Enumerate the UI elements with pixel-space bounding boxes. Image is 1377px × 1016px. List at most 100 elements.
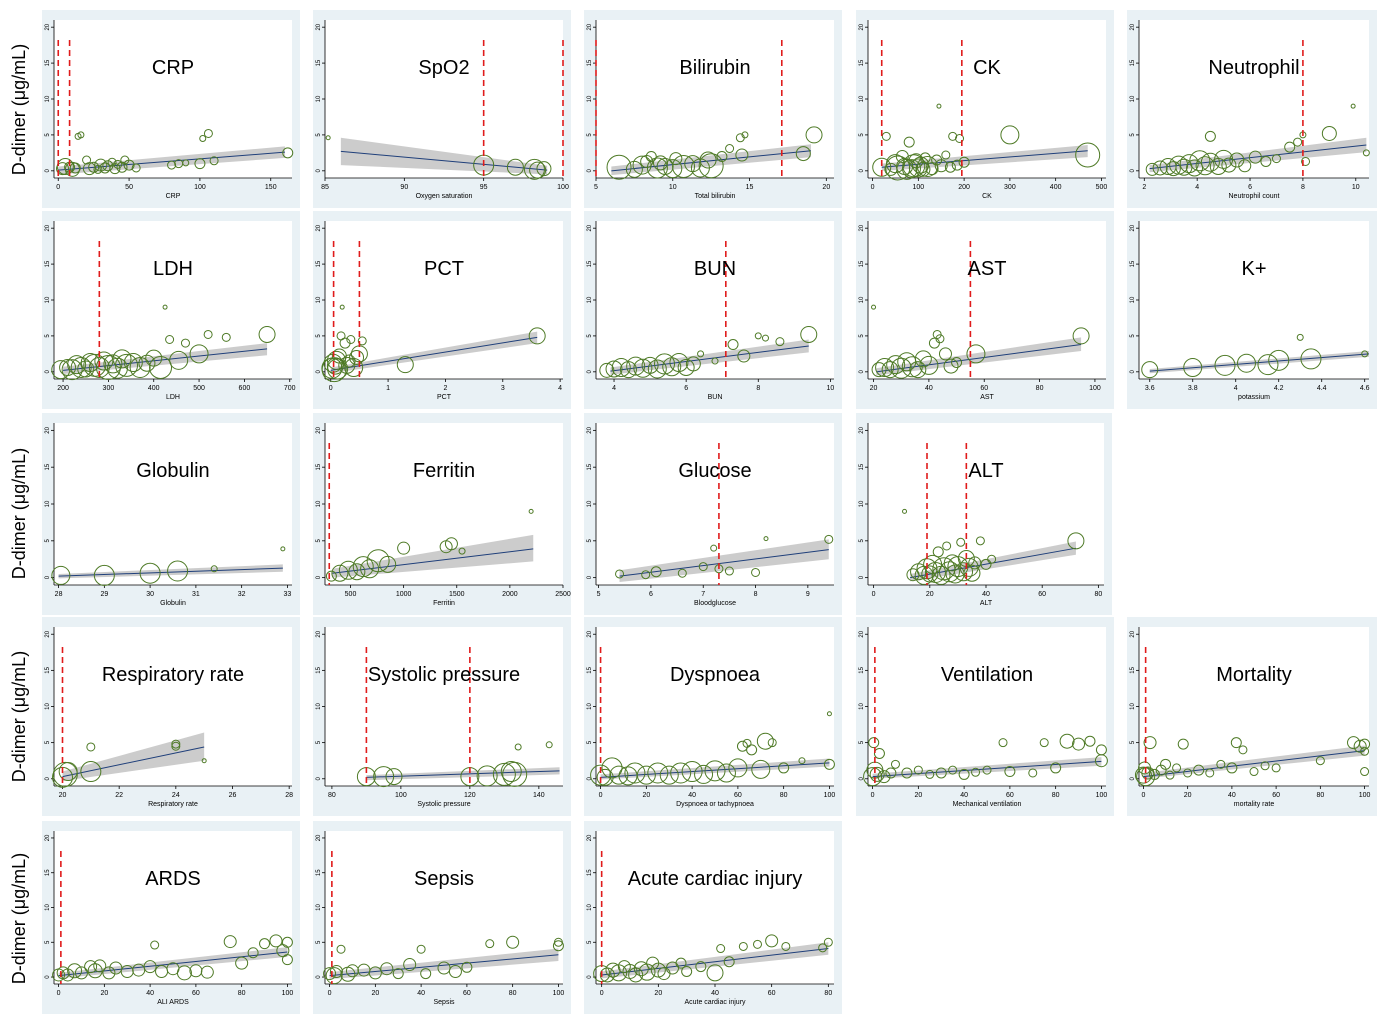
data-point	[738, 941, 748, 951]
confidence-band	[610, 339, 809, 375]
data-point	[636, 765, 656, 785]
chart-title: K+	[1241, 258, 1266, 280]
data-point	[1209, 158, 1227, 176]
data-point	[247, 947, 259, 959]
y-tick-label: 5	[859, 334, 865, 338]
x-tick-label: 2	[1142, 184, 1146, 191]
data-point	[396, 356, 414, 374]
data-point	[737, 349, 751, 363]
data-point	[210, 565, 218, 573]
chart-panel-systolic-pressure: 0 5 10 15 20 80 100 120 140 Systolic pressure Syst…	[313, 617, 571, 816]
chart-svg: 0 5 10 15 20 0 20 40 60 80 100 Dyspnoea or tachypno…	[584, 617, 842, 816]
fit-line	[366, 770, 560, 778]
y-tick-label: 5	[316, 334, 322, 338]
data-point	[751, 567, 761, 577]
y-tick-label: 15	[859, 666, 865, 673]
data-point	[942, 541, 952, 551]
chart-svg: 0 5 10 15 20 0 1 2 3 4 PCT PCT	[313, 211, 571, 409]
y-tick-label: 5	[316, 133, 322, 137]
data-point	[502, 761, 528, 787]
data-point	[886, 355, 906, 375]
data-point	[345, 964, 359, 978]
data-point	[1360, 746, 1370, 756]
data-point	[169, 350, 189, 370]
data-point	[605, 360, 623, 378]
x-tick-label: 26	[229, 792, 237, 799]
chart-panel-neutrophil: 0 5 10 15 20 2 4 6 8 10 Neutrophil count Neutrophil	[1127, 10, 1377, 208]
data-point	[397, 541, 411, 555]
x-tick-label: 100	[282, 990, 294, 997]
x-axis-label: Ferritin	[433, 600, 455, 607]
x-axis-label: mortality rate	[1234, 801, 1275, 808]
data-point	[77, 131, 85, 139]
x-tick-label: 60	[980, 385, 988, 392]
data-point	[403, 958, 417, 972]
data-point	[1301, 156, 1311, 166]
chart-title: PCT	[424, 258, 464, 280]
data-point	[902, 154, 926, 178]
data-point	[420, 968, 432, 980]
x-tick-label: 4	[558, 385, 562, 392]
x-tick-label: 150	[265, 184, 277, 191]
chart-svg: 0 5 10 15 20 0 50 100 150 CRP CRP	[42, 10, 300, 208]
fit-line	[330, 336, 538, 371]
data-point	[380, 962, 394, 976]
chart-panel-bun: 0 5 10 15 20 4 6 8 10 BUN BUN	[584, 211, 842, 409]
chart-svg: 0 5 10 15 20 20 40 60 80 100 AST AST	[856, 211, 1114, 409]
data-point	[754, 332, 762, 340]
x-tick-label: 10	[826, 385, 834, 392]
data-point	[1216, 759, 1226, 769]
y-axis-label-row-1: D-dimer (μg/mL)	[9, 43, 30, 175]
data-point	[872, 157, 892, 177]
data-point	[182, 159, 190, 167]
y-tick-label: 0	[587, 369, 593, 373]
x-tick-label: 100	[1359, 792, 1371, 799]
data-point	[282, 147, 294, 159]
chart-svg: 0 5 10 15 20 0 20 40 60 80 ALT ALT	[856, 413, 1112, 615]
data-point	[982, 765, 992, 775]
x-axis-label: CRP	[166, 193, 181, 200]
data-point	[765, 934, 779, 948]
data-point	[107, 157, 117, 167]
x-axis-label: Total bilirubin	[695, 193, 736, 200]
chart-panel-glucose: 0 5 10 15 20 5 6 7 8 9 Bloodglucose Glucose	[584, 413, 842, 615]
x-tick-label: 29	[100, 591, 108, 598]
data-point	[695, 961, 707, 973]
y-tick-label: 15	[587, 869, 593, 876]
y-tick-label: 5	[587, 133, 593, 137]
fit-line	[1149, 353, 1370, 372]
x-tick-label: 95	[480, 184, 488, 191]
y-tick-label: 5	[45, 133, 51, 137]
x-tick-label: 0	[871, 184, 875, 191]
x-tick-label: 20	[870, 385, 878, 392]
data-point	[767, 738, 777, 748]
data-point	[209, 156, 219, 166]
chart-title: Respiratory rate	[102, 664, 244, 686]
plot-area	[868, 423, 1104, 585]
data-point	[1221, 157, 1237, 173]
x-tick-label: 40	[960, 792, 968, 799]
data-point	[448, 964, 462, 978]
data-point	[77, 360, 95, 378]
data-point	[1095, 744, 1107, 756]
y-tick-label: 20	[316, 630, 322, 637]
data-point	[103, 354, 123, 374]
y-tick-label: 20	[859, 426, 865, 433]
data-point	[180, 338, 190, 348]
x-tick-label: 700	[284, 385, 296, 392]
chart-panel-acute-cardiac-injury: 0 5 10 15 20 0 20 40 60 80 Acute cardiac injury Acu…	[584, 821, 842, 1014]
y-tick-label: 15	[45, 869, 51, 876]
data-point	[1260, 155, 1272, 167]
confidence-band	[63, 343, 268, 374]
y-tick-label: 10	[316, 95, 322, 102]
x-tick-label: 22	[115, 792, 123, 799]
x-tick-label: 100	[553, 990, 565, 997]
data-point	[823, 937, 833, 947]
data-point	[877, 770, 891, 784]
data-point	[954, 562, 974, 582]
x-tick-label: 400	[148, 385, 160, 392]
data-point	[763, 536, 769, 542]
fit-line	[872, 760, 1102, 778]
x-tick-label: 20	[59, 792, 67, 799]
x-axis-label: CK	[982, 193, 992, 200]
